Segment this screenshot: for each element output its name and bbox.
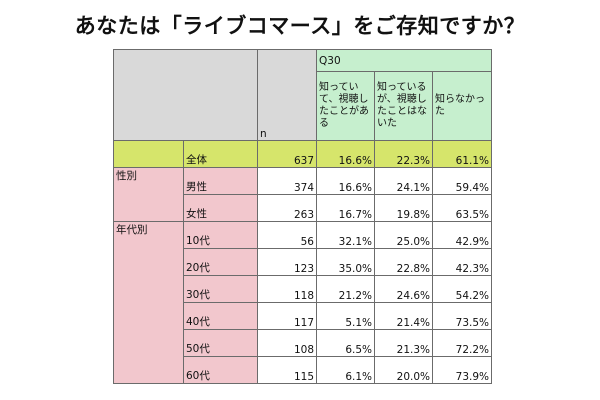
row-label: 40代 xyxy=(183,302,258,330)
value-cell-known-not-watched: 22.3% xyxy=(374,140,433,168)
value-cell-unknown: 63.5% xyxy=(432,194,492,222)
value-cell-known-not-watched: 25.0% xyxy=(374,221,433,249)
value-cell-unknown: 73.5% xyxy=(432,302,492,330)
n-cell: 56 xyxy=(257,221,317,249)
question-header: Q30 xyxy=(316,49,492,72)
page-title: あなたは「ライブコマース」をご存知ですか？ xyxy=(74,14,526,38)
n-cell: 123 xyxy=(257,248,317,276)
group-label: 年代別 xyxy=(113,221,184,384)
value-cell-known-not-watched: 24.1% xyxy=(374,167,433,195)
column-header-known-not-watched: 知っているが、視聴したことはないた xyxy=(374,71,433,141)
row-label: 30代 xyxy=(183,275,258,303)
value-cell-known-not-watched: 20.0% xyxy=(374,356,433,384)
row-label: 10代 xyxy=(183,221,258,249)
value-cell-known-not-watched: 19.8% xyxy=(374,194,433,222)
value-cell-unknown: 72.2% xyxy=(432,329,492,357)
table-row: 年代別 10代 56 32.1% 25.0% 42.9% xyxy=(113,221,492,384)
total-blank-cell xyxy=(113,140,184,168)
value-cell-unknown: 42.9% xyxy=(432,221,492,249)
value-cell-watched: 16.6% xyxy=(316,167,375,195)
table-row: 40代 117 5.1% 21.4% 73.5% xyxy=(114,302,492,330)
value-cell-unknown: 42.3% xyxy=(432,248,492,276)
n-cell: 374 xyxy=(257,167,317,195)
value-cell-unknown: 73.9% xyxy=(432,356,492,384)
value-cell-unknown: 61.1% xyxy=(432,140,492,168)
table-row: 全体 637 16.6% 22.3% 61.1% xyxy=(113,140,492,168)
n-cell: 263 xyxy=(257,194,317,222)
value-cell-known-not-watched: 24.6% xyxy=(374,275,433,303)
group-label: 性別 xyxy=(113,167,184,222)
value-cell-watched: 6.1% xyxy=(316,356,375,384)
value-cell-unknown: 54.2% xyxy=(432,275,492,303)
value-cell-watched: 5.1% xyxy=(316,302,375,330)
table-row: 女性 263 16.7% 19.8% 63.5% xyxy=(114,194,492,222)
n-cell: 118 xyxy=(257,275,317,303)
header-corner xyxy=(113,49,258,141)
value-cell-watched: 16.6% xyxy=(316,140,375,168)
row-label: 50代 xyxy=(183,329,258,357)
n-cell: 637 xyxy=(257,140,317,168)
value-cell-known-not-watched: 21.4% xyxy=(374,302,433,330)
total-row-label: 全体 xyxy=(183,140,258,168)
column-header-unknown: 知らなかった xyxy=(432,71,492,141)
value-cell-watched: 35.0% xyxy=(316,248,375,276)
value-cell-watched: 16.7% xyxy=(316,194,375,222)
value-cell-watched: 21.2% xyxy=(316,275,375,303)
table-row: 性別 男性 374 16.6% 24.1% 59.4% xyxy=(113,167,492,222)
table-row: 60代 115 6.1% 20.0% 73.9% xyxy=(114,356,492,384)
n-cell: 117 xyxy=(257,302,317,330)
value-cell-known-not-watched: 21.3% xyxy=(374,329,433,357)
value-cell-watched: 6.5% xyxy=(316,329,375,357)
n-cell: 115 xyxy=(257,356,317,384)
column-header-watched: 知っていて、視聴したことがある xyxy=(316,71,375,141)
table-row: 50代 108 6.5% 21.3% 72.2% xyxy=(114,329,492,357)
row-label: 男性 xyxy=(183,167,258,195)
n-column-header: n xyxy=(257,49,317,141)
row-label: 20代 xyxy=(183,248,258,276)
survey-table: n Q30 知っていて、視聴したことがある 知っているが、視聴したことはないた … xyxy=(113,49,492,384)
value-cell-known-not-watched: 22.8% xyxy=(374,248,433,276)
value-cell-watched: 32.1% xyxy=(316,221,375,249)
table-row: 30代 118 21.2% 24.6% 54.2% xyxy=(114,275,492,303)
row-label: 60代 xyxy=(183,356,258,384)
n-cell: 108 xyxy=(257,329,317,357)
value-cell-unknown: 59.4% xyxy=(432,167,492,195)
row-label: 女性 xyxy=(183,194,258,222)
